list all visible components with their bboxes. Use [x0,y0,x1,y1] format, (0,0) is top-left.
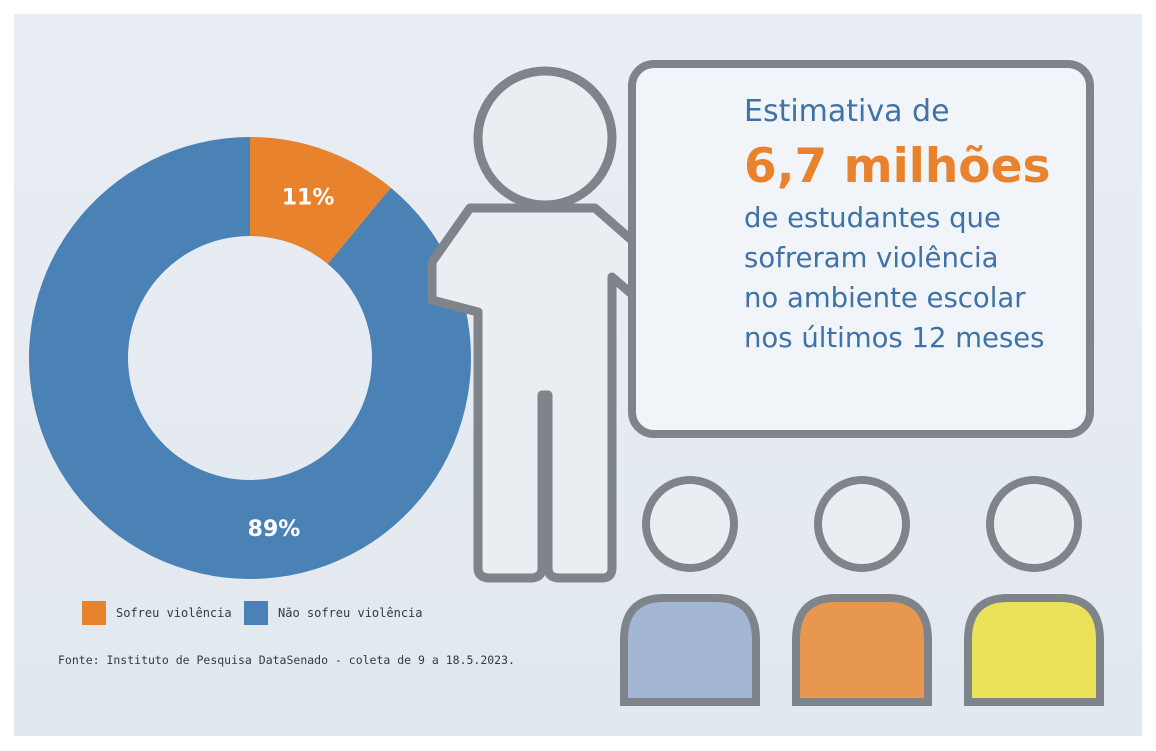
legend-item-sofreu: Sofreu violência [82,598,232,628]
legend-item-nao-sofreu: Não sofreu violência [244,598,423,628]
teacher-head [473,66,617,210]
student-blue-body [620,594,760,706]
student-blue [620,476,760,706]
slice-nao-sofreu [28,137,472,579]
student-yellow [964,476,1104,706]
student-yellow-body [964,594,1104,706]
student-orange-body [792,594,932,706]
student-blue-head [642,476,738,572]
info-line: sofreram violência [744,242,999,274]
data-label-nao-sofreu: 89% [248,517,301,542]
info-headline: 6,7 milhões [744,139,1051,194]
info-line: no ambiente escolar [744,282,1026,314]
info-intro: Estimativa de [744,94,950,129]
info-line: nos últimos 12 meses [744,322,1045,354]
teacher-figure [427,66,713,583]
legend-swatch-orange [82,601,106,625]
info-line: de estudantes que [744,202,1001,234]
student-orange-head [814,476,910,572]
info-box-frame [628,60,1094,438]
student-orange [792,476,932,706]
student-yellow-head [986,476,1082,572]
slice-sofreu [250,137,391,264]
data-label-sofreu: 11% [282,186,335,211]
donut-chart: 11% 89% [28,137,472,579]
students-group [620,476,1104,706]
legend-swatch-blue [244,601,268,625]
source-note: Fonte: Instituto de Pesquisa DataSenado … [58,653,515,667]
legend-label-nao-sofreu: Não sofreu violência [278,606,423,620]
legend-label-sofreu: Sofreu violência [116,606,232,620]
info-box: Estimativa de 6,7 milhões de estudantes … [632,64,1090,434]
